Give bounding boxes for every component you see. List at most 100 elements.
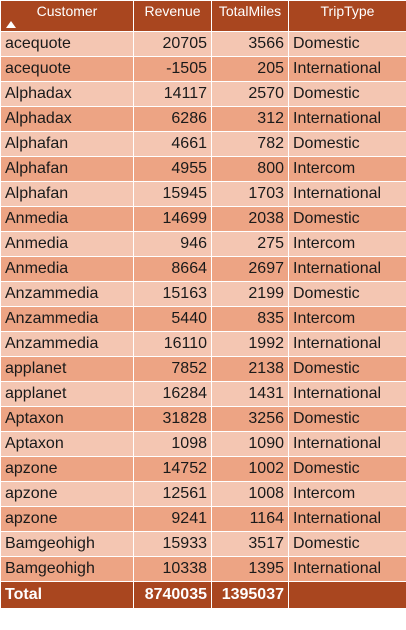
- cell-total-miles[interactable]: 1703: [211, 181, 289, 207]
- cell-total-miles[interactable]: 2570: [211, 81, 289, 107]
- cell-customer[interactable]: Alphafan: [0, 131, 134, 157]
- cell-customer[interactable]: Alphadax: [0, 106, 134, 132]
- table-row[interactable]: Anzammedia 16110 1992 International: [0, 331, 406, 357]
- cell-total-miles[interactable]: 800: [211, 156, 289, 182]
- cell-total-miles[interactable]: 1992: [211, 331, 289, 357]
- column-header-triptype[interactable]: TripType: [288, 0, 406, 32]
- table-row[interactable]: Aptaxon 31828 3256 Domestic: [0, 406, 406, 432]
- cell-customer[interactable]: Anzammedia: [0, 306, 134, 332]
- cell-trip-type[interactable]: Domestic: [288, 206, 406, 232]
- cell-revenue[interactable]: 16284: [133, 381, 212, 407]
- cell-revenue[interactable]: 15933: [133, 531, 212, 557]
- column-header-totalmiles[interactable]: TotalMiles: [211, 0, 289, 32]
- cell-trip-type[interactable]: International: [288, 331, 406, 357]
- cell-revenue[interactable]: 9241: [133, 506, 212, 532]
- cell-revenue[interactable]: 7852: [133, 356, 212, 382]
- cell-total-miles[interactable]: 1008: [211, 481, 289, 507]
- cell-trip-type[interactable]: International: [288, 256, 406, 282]
- table-row[interactable]: apzone 9241 1164 International: [0, 506, 406, 532]
- table-row[interactable]: Bamgeohigh 15933 3517 Domestic: [0, 531, 406, 557]
- cell-revenue[interactable]: 14699: [133, 206, 212, 232]
- cell-total-miles[interactable]: 835: [211, 306, 289, 332]
- table-row[interactable]: apzone 14752 1002 Domestic: [0, 456, 406, 482]
- cell-customer[interactable]: Anzammedia: [0, 281, 134, 307]
- cell-total-miles[interactable]: 2697: [211, 256, 289, 282]
- table-row[interactable]: Anmedia 8664 2697 International: [0, 256, 406, 282]
- cell-customer[interactable]: Aptaxon: [0, 431, 134, 457]
- column-header-customer[interactable]: Customer: [0, 0, 134, 32]
- cell-trip-type[interactable]: Domestic: [288, 531, 406, 557]
- cell-trip-type[interactable]: Domestic: [288, 456, 406, 482]
- cell-customer[interactable]: Anmedia: [0, 231, 134, 257]
- cell-customer[interactable]: applanet: [0, 356, 134, 382]
- cell-revenue[interactable]: 31828: [133, 406, 212, 432]
- cell-customer[interactable]: Bamgeohigh: [0, 531, 134, 557]
- table-row[interactable]: apzone 12561 1008 Intercom: [0, 481, 406, 507]
- cell-trip-type[interactable]: Domestic: [288, 81, 406, 107]
- table-row[interactable]: Alphadax 14117 2570 Domestic: [0, 81, 406, 107]
- cell-customer[interactable]: applanet: [0, 381, 134, 407]
- cell-revenue[interactable]: 15945: [133, 181, 212, 207]
- cell-trip-type[interactable]: Domestic: [288, 31, 406, 57]
- cell-revenue[interactable]: 4661: [133, 131, 212, 157]
- cell-trip-type[interactable]: International: [288, 431, 406, 457]
- table-row[interactable]: Alphadax 6286 312 International: [0, 106, 406, 132]
- cell-total-miles[interactable]: 2138: [211, 356, 289, 382]
- cell-revenue[interactable]: 14117: [133, 81, 212, 107]
- cell-trip-type[interactable]: International: [288, 506, 406, 532]
- cell-revenue[interactable]: 12561: [133, 481, 212, 507]
- cell-trip-type[interactable]: Domestic: [288, 131, 406, 157]
- cell-customer[interactable]: Anmedia: [0, 256, 134, 282]
- cell-total-miles[interactable]: 3256: [211, 406, 289, 432]
- cell-trip-type[interactable]: Domestic: [288, 281, 406, 307]
- cell-revenue[interactable]: 16110: [133, 331, 212, 357]
- cell-trip-type[interactable]: International: [288, 106, 406, 132]
- table-row[interactable]: acequote 20705 3566 Domestic: [0, 31, 406, 57]
- cell-customer[interactable]: Alphafan: [0, 181, 134, 207]
- cell-total-miles[interactable]: 3566: [211, 31, 289, 57]
- cell-total-miles[interactable]: 3517: [211, 531, 289, 557]
- cell-revenue[interactable]: 1098: [133, 431, 212, 457]
- cell-trip-type[interactable]: International: [288, 181, 406, 207]
- cell-trip-type[interactable]: Intercom: [288, 306, 406, 332]
- cell-customer[interactable]: acequote: [0, 31, 134, 57]
- cell-revenue[interactable]: -1505: [133, 56, 212, 82]
- column-header-revenue[interactable]: Revenue: [133, 0, 212, 32]
- cell-trip-type[interactable]: Domestic: [288, 406, 406, 432]
- cell-trip-type[interactable]: Intercom: [288, 156, 406, 182]
- table-row[interactable]: Alphafan 4955 800 Intercom: [0, 156, 406, 182]
- table-row[interactable]: Alphafan 15945 1703 International: [0, 181, 406, 207]
- cell-trip-type[interactable]: International: [288, 556, 406, 582]
- cell-customer[interactable]: Anmedia: [0, 206, 134, 232]
- cell-total-miles[interactable]: 1002: [211, 456, 289, 482]
- cell-total-miles[interactable]: 312: [211, 106, 289, 132]
- table-row[interactable]: Anzammedia 5440 835 Intercom: [0, 306, 406, 332]
- cell-customer[interactable]: Anzammedia: [0, 331, 134, 357]
- table-row[interactable]: applanet 7852 2138 Domestic: [0, 356, 406, 382]
- cell-customer[interactable]: apzone: [0, 506, 134, 532]
- table-row[interactable]: Bamgeohigh 10338 1395 International: [0, 556, 406, 582]
- cell-trip-type[interactable]: International: [288, 56, 406, 82]
- cell-revenue[interactable]: 10338: [133, 556, 212, 582]
- cell-total-miles[interactable]: 2038: [211, 206, 289, 232]
- table-row[interactable]: Anmedia 14699 2038 Domestic: [0, 206, 406, 232]
- table-row[interactable]: Aptaxon 1098 1090 International: [0, 431, 406, 457]
- cell-revenue[interactable]: 6286: [133, 106, 212, 132]
- cell-total-miles[interactable]: 1395: [211, 556, 289, 582]
- cell-customer[interactable]: acequote: [0, 56, 134, 82]
- cell-trip-type[interactable]: Intercom: [288, 231, 406, 257]
- cell-revenue[interactable]: 15163: [133, 281, 212, 307]
- table-row[interactable]: Alphafan 4661 782 Domestic: [0, 131, 406, 157]
- cell-revenue[interactable]: 4955: [133, 156, 212, 182]
- cell-revenue[interactable]: 20705: [133, 31, 212, 57]
- table-row[interactable]: applanet 16284 1431 International: [0, 381, 406, 407]
- cell-customer[interactable]: Alphafan: [0, 156, 134, 182]
- cell-total-miles[interactable]: 1431: [211, 381, 289, 407]
- table-row[interactable]: Anmedia 946 275 Intercom: [0, 231, 406, 257]
- cell-trip-type[interactable]: International: [288, 381, 406, 407]
- cell-total-miles[interactable]: 782: [211, 131, 289, 157]
- cell-total-miles[interactable]: 1090: [211, 431, 289, 457]
- cell-revenue[interactable]: 5440: [133, 306, 212, 332]
- cell-customer[interactable]: apzone: [0, 481, 134, 507]
- cell-customer[interactable]: Alphadax: [0, 81, 134, 107]
